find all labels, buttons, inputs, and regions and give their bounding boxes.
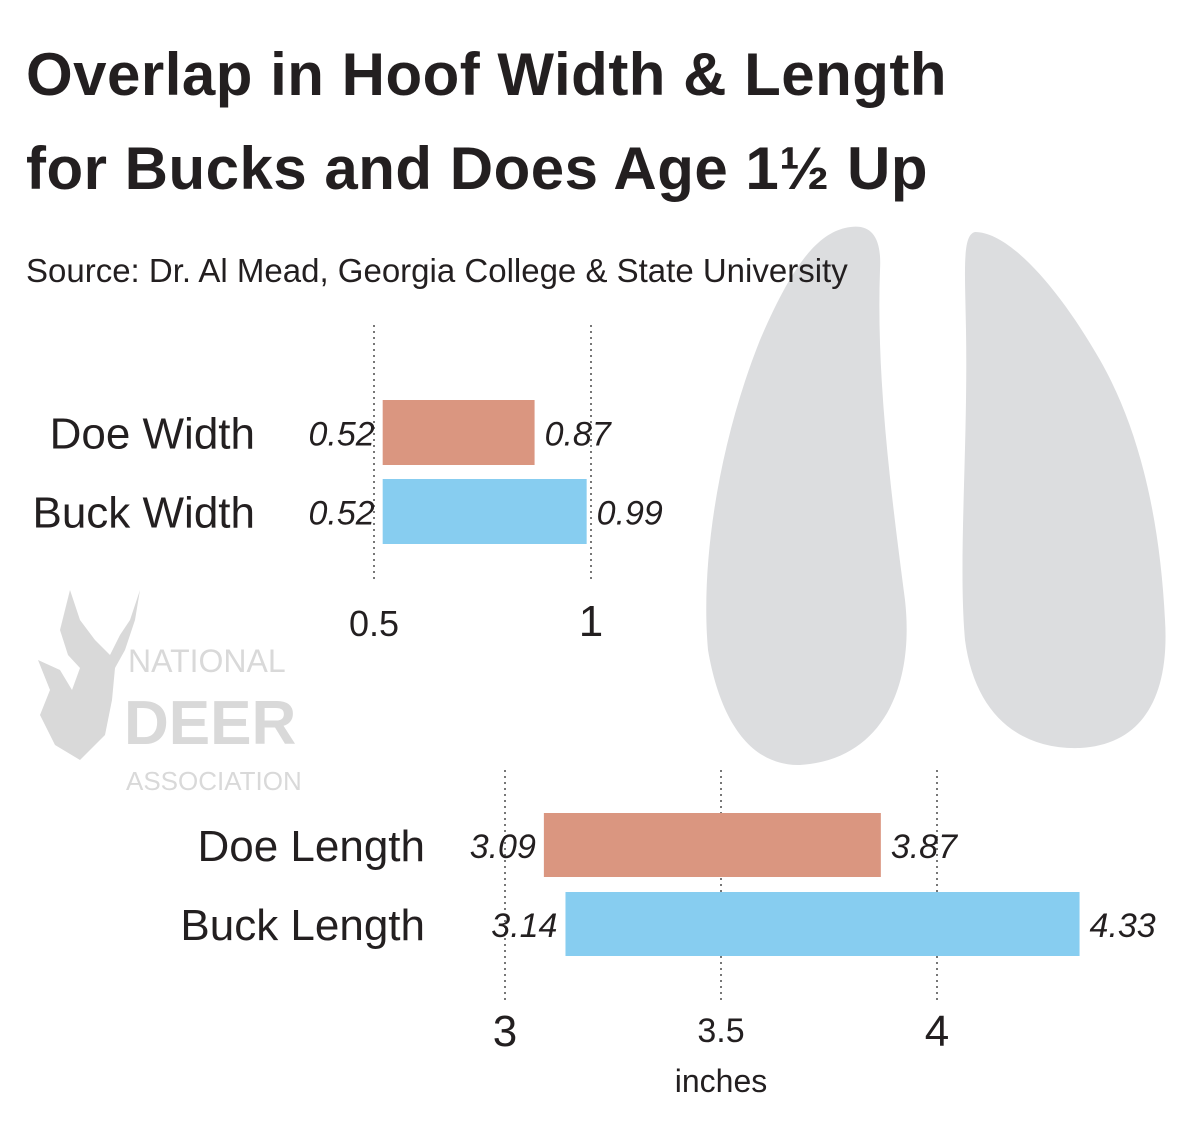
x-axis-label-inches: inches [675, 1063, 768, 1099]
buck-range-bar [565, 892, 1080, 956]
width-chart: 0.5 1 Doe Width 0.52 0.87 Buck Width 0.52 0.99 [32, 325, 663, 646]
source-note: Source: Dr. Al Mead, Georgia College & S… [26, 252, 848, 289]
high-value-label: 0.87 [545, 416, 612, 454]
category-label: Doe Width [50, 410, 255, 459]
category-label: Buck Width [32, 489, 255, 538]
chart-title: Overlap in Hoof Width & Length for Bucks … [26, 28, 947, 216]
doe-range-bar [382, 400, 535, 465]
x-tick-label: 3 [493, 1007, 517, 1056]
x-tick-label: 0.5 [349, 603, 399, 644]
low-value-label: 3.14 [491, 907, 557, 945]
high-value-label: 0.99 [597, 495, 663, 533]
category-label: Doe Length [197, 822, 425, 871]
title-line-1: Overlap in Hoof Width & Length [26, 41, 948, 108]
low-value-label: 3.09 [470, 828, 536, 866]
logo-text-deer: DEER [124, 689, 296, 758]
x-tick-label: 4 [925, 1007, 949, 1056]
logo-text-national: NATIONAL [128, 643, 286, 679]
title-line-2: for Bucks and Does Age 1½ Up [26, 135, 928, 202]
low-value-label: 0.52 [308, 495, 374, 533]
x-tick-label: 3.5 [697, 1012, 744, 1050]
low-value-label: 0.52 [308, 416, 374, 454]
high-value-label: 3.87 [891, 828, 958, 866]
hoof-illustration [706, 226, 1166, 766]
logo-text-association: ASSOCIATION [126, 766, 302, 796]
x-tick-label: 1 [579, 597, 603, 646]
right-hoof-shape [962, 232, 1166, 749]
length-chart: 3 3.5 4 Doe Length 3.09 3.87 Buck Length 3.14 4.… [180, 770, 1156, 1056]
high-value-label: 4.33 [1090, 907, 1156, 945]
left-hoof-shape [706, 226, 907, 766]
buck-range-bar [382, 479, 587, 544]
deer-head-logo-icon [38, 590, 140, 760]
nda-logo: NATIONAL DEER ASSOCIATION [38, 590, 302, 796]
doe-range-bar [543, 813, 881, 877]
category-label: Buck Length [180, 901, 425, 950]
